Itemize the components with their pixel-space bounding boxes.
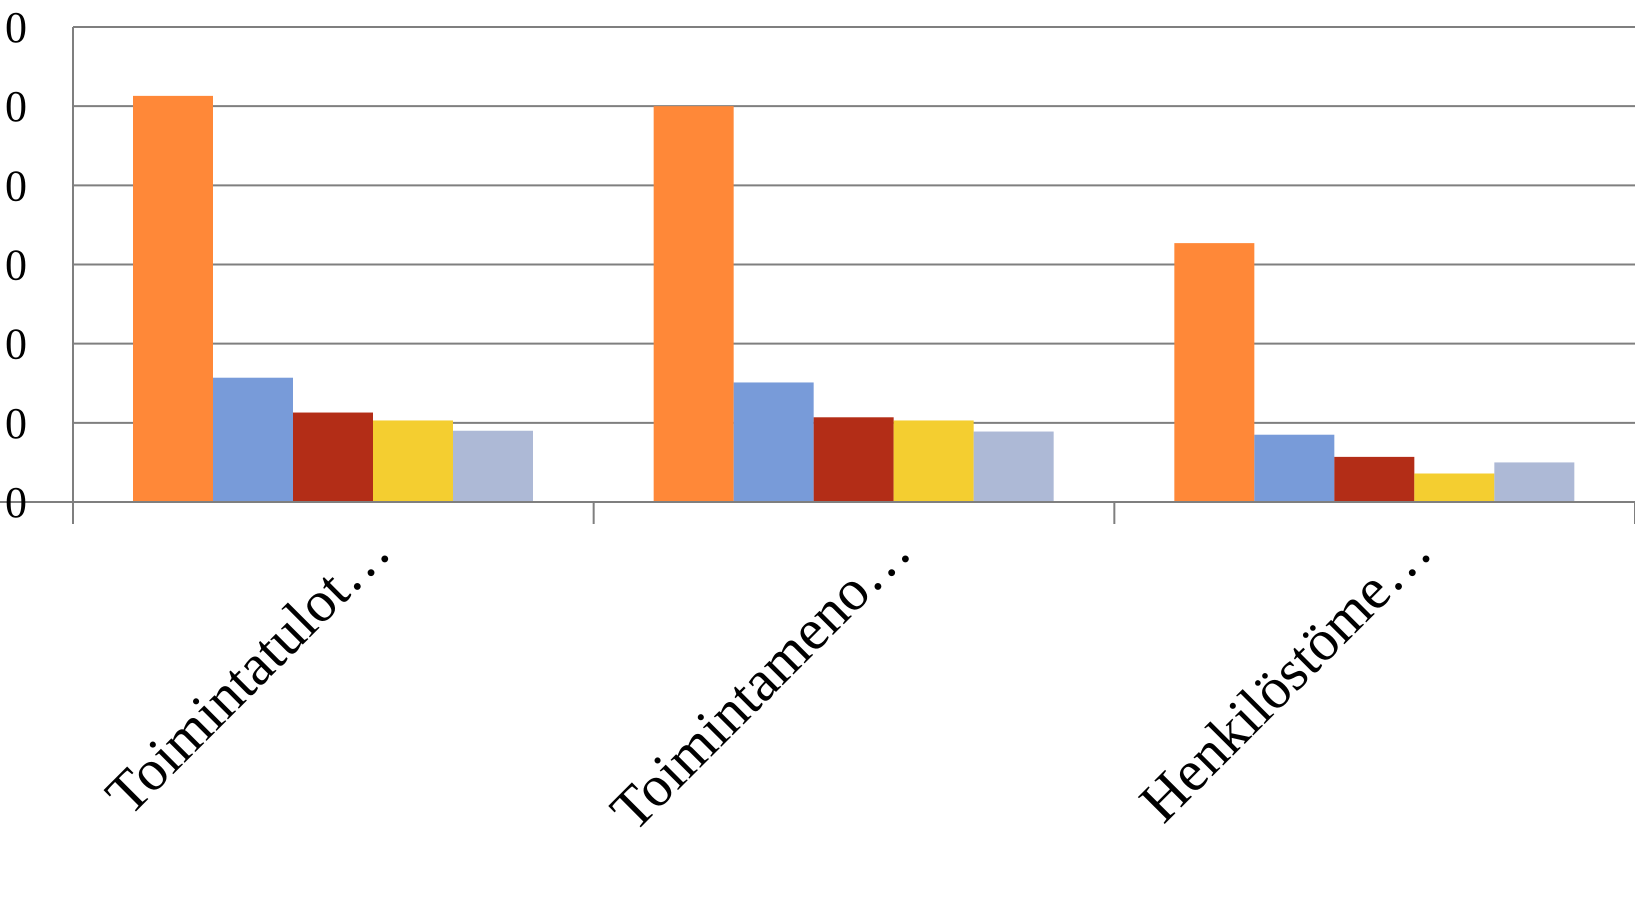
- bars: [133, 95, 1575, 503]
- gridlines: [73, 26, 1635, 424]
- bar: [133, 95, 213, 502]
- x-category-labels: Toimintatulot… Toimintameno… Henkilöstöme…: [93, 517, 1444, 843]
- bar: [1334, 456, 1415, 502]
- x-category-label: Toimintameno…: [598, 517, 924, 843]
- bar: [453, 430, 533, 502]
- bar: [1254, 434, 1335, 502]
- bar: [213, 377, 293, 502]
- x-category-label: Toimintatulot…: [93, 517, 403, 827]
- y-tick-label: 0: [5, 478, 27, 527]
- y-tick-label: 0: [5, 3, 27, 52]
- bar: [373, 420, 453, 502]
- y-tick-label: 0: [5, 82, 27, 131]
- bar: [813, 417, 894, 502]
- x-category-label: Henkilöstöme…: [1127, 517, 1444, 834]
- bar: [1174, 243, 1255, 502]
- bar: [733, 382, 814, 502]
- bar: [973, 431, 1054, 502]
- bar: [893, 420, 974, 502]
- y-tick-label: 0: [5, 161, 27, 210]
- y-tick-label: 0: [5, 320, 27, 369]
- y-tick-label: 0: [5, 241, 27, 290]
- y-tick-labels: 0 0 0 0 0 0 0: [5, 3, 27, 527]
- bar: [293, 412, 373, 502]
- bar: [1414, 473, 1495, 502]
- bar: [1494, 462, 1575, 502]
- y-tick-label: 0: [5, 399, 27, 448]
- bar: [653, 106, 734, 503]
- axes: [0, 27, 1635, 524]
